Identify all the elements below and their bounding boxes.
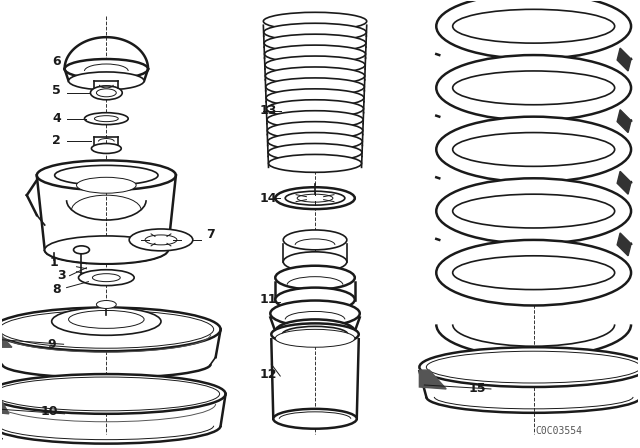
Ellipse shape bbox=[452, 71, 614, 105]
Polygon shape bbox=[617, 48, 631, 71]
Ellipse shape bbox=[268, 122, 363, 139]
Text: 11: 11 bbox=[260, 293, 277, 306]
Ellipse shape bbox=[0, 310, 214, 348]
Ellipse shape bbox=[266, 89, 364, 107]
Ellipse shape bbox=[90, 86, 122, 100]
Ellipse shape bbox=[270, 301, 360, 326]
Text: 6: 6 bbox=[52, 55, 61, 68]
Ellipse shape bbox=[271, 323, 359, 345]
Ellipse shape bbox=[436, 116, 631, 182]
Ellipse shape bbox=[74, 246, 90, 254]
Polygon shape bbox=[419, 370, 446, 389]
Ellipse shape bbox=[65, 59, 148, 79]
Ellipse shape bbox=[97, 301, 116, 309]
Text: C0C03554: C0C03554 bbox=[535, 426, 582, 436]
Polygon shape bbox=[617, 110, 631, 133]
Ellipse shape bbox=[95, 116, 118, 122]
Ellipse shape bbox=[284, 252, 347, 271]
Polygon shape bbox=[0, 396, 9, 414]
Ellipse shape bbox=[77, 177, 136, 193]
Ellipse shape bbox=[264, 23, 366, 41]
Ellipse shape bbox=[68, 310, 144, 328]
Text: 8: 8 bbox=[52, 283, 61, 296]
Text: 5: 5 bbox=[52, 84, 61, 97]
Ellipse shape bbox=[36, 160, 176, 190]
Ellipse shape bbox=[45, 236, 168, 264]
Ellipse shape bbox=[267, 111, 363, 129]
Ellipse shape bbox=[452, 256, 614, 289]
Ellipse shape bbox=[84, 113, 128, 125]
Ellipse shape bbox=[275, 187, 355, 209]
Polygon shape bbox=[617, 171, 631, 194]
Ellipse shape bbox=[284, 230, 347, 250]
Text: 7: 7 bbox=[206, 228, 215, 241]
Ellipse shape bbox=[275, 288, 355, 311]
Text: 9: 9 bbox=[47, 338, 56, 351]
Ellipse shape bbox=[54, 165, 158, 185]
Ellipse shape bbox=[452, 133, 614, 166]
Ellipse shape bbox=[268, 133, 362, 151]
Ellipse shape bbox=[452, 9, 614, 43]
Ellipse shape bbox=[268, 143, 362, 161]
Ellipse shape bbox=[92, 274, 120, 282]
Ellipse shape bbox=[68, 72, 144, 90]
Ellipse shape bbox=[273, 409, 356, 429]
Polygon shape bbox=[0, 332, 12, 347]
Ellipse shape bbox=[266, 100, 364, 118]
Text: 10: 10 bbox=[41, 405, 58, 418]
Ellipse shape bbox=[275, 329, 355, 347]
Ellipse shape bbox=[0, 374, 225, 414]
Text: 2: 2 bbox=[52, 134, 61, 147]
Text: 3: 3 bbox=[58, 269, 66, 282]
Ellipse shape bbox=[275, 266, 355, 289]
Ellipse shape bbox=[297, 194, 333, 202]
Ellipse shape bbox=[264, 34, 366, 52]
Ellipse shape bbox=[436, 55, 631, 121]
Ellipse shape bbox=[285, 191, 345, 205]
Ellipse shape bbox=[97, 89, 116, 97]
Ellipse shape bbox=[0, 377, 220, 411]
Ellipse shape bbox=[436, 0, 631, 59]
Ellipse shape bbox=[436, 240, 631, 306]
Ellipse shape bbox=[426, 351, 640, 383]
Ellipse shape bbox=[265, 56, 365, 74]
Ellipse shape bbox=[52, 307, 161, 335]
Ellipse shape bbox=[79, 270, 134, 286]
Ellipse shape bbox=[145, 235, 177, 245]
Ellipse shape bbox=[419, 347, 640, 387]
Ellipse shape bbox=[263, 13, 367, 30]
Text: 4: 4 bbox=[52, 112, 61, 125]
Ellipse shape bbox=[275, 319, 355, 343]
Text: 15: 15 bbox=[468, 383, 486, 396]
Text: 12: 12 bbox=[260, 367, 277, 380]
Text: 13: 13 bbox=[260, 104, 277, 117]
Text: 1: 1 bbox=[49, 256, 58, 269]
Text: 14: 14 bbox=[260, 192, 277, 205]
Polygon shape bbox=[617, 233, 631, 256]
Ellipse shape bbox=[269, 155, 362, 172]
Ellipse shape bbox=[129, 229, 193, 251]
Ellipse shape bbox=[0, 307, 221, 351]
Ellipse shape bbox=[92, 143, 121, 154]
Ellipse shape bbox=[452, 194, 614, 228]
Ellipse shape bbox=[264, 45, 365, 63]
Ellipse shape bbox=[266, 67, 365, 85]
Ellipse shape bbox=[266, 78, 364, 96]
Ellipse shape bbox=[436, 178, 631, 244]
